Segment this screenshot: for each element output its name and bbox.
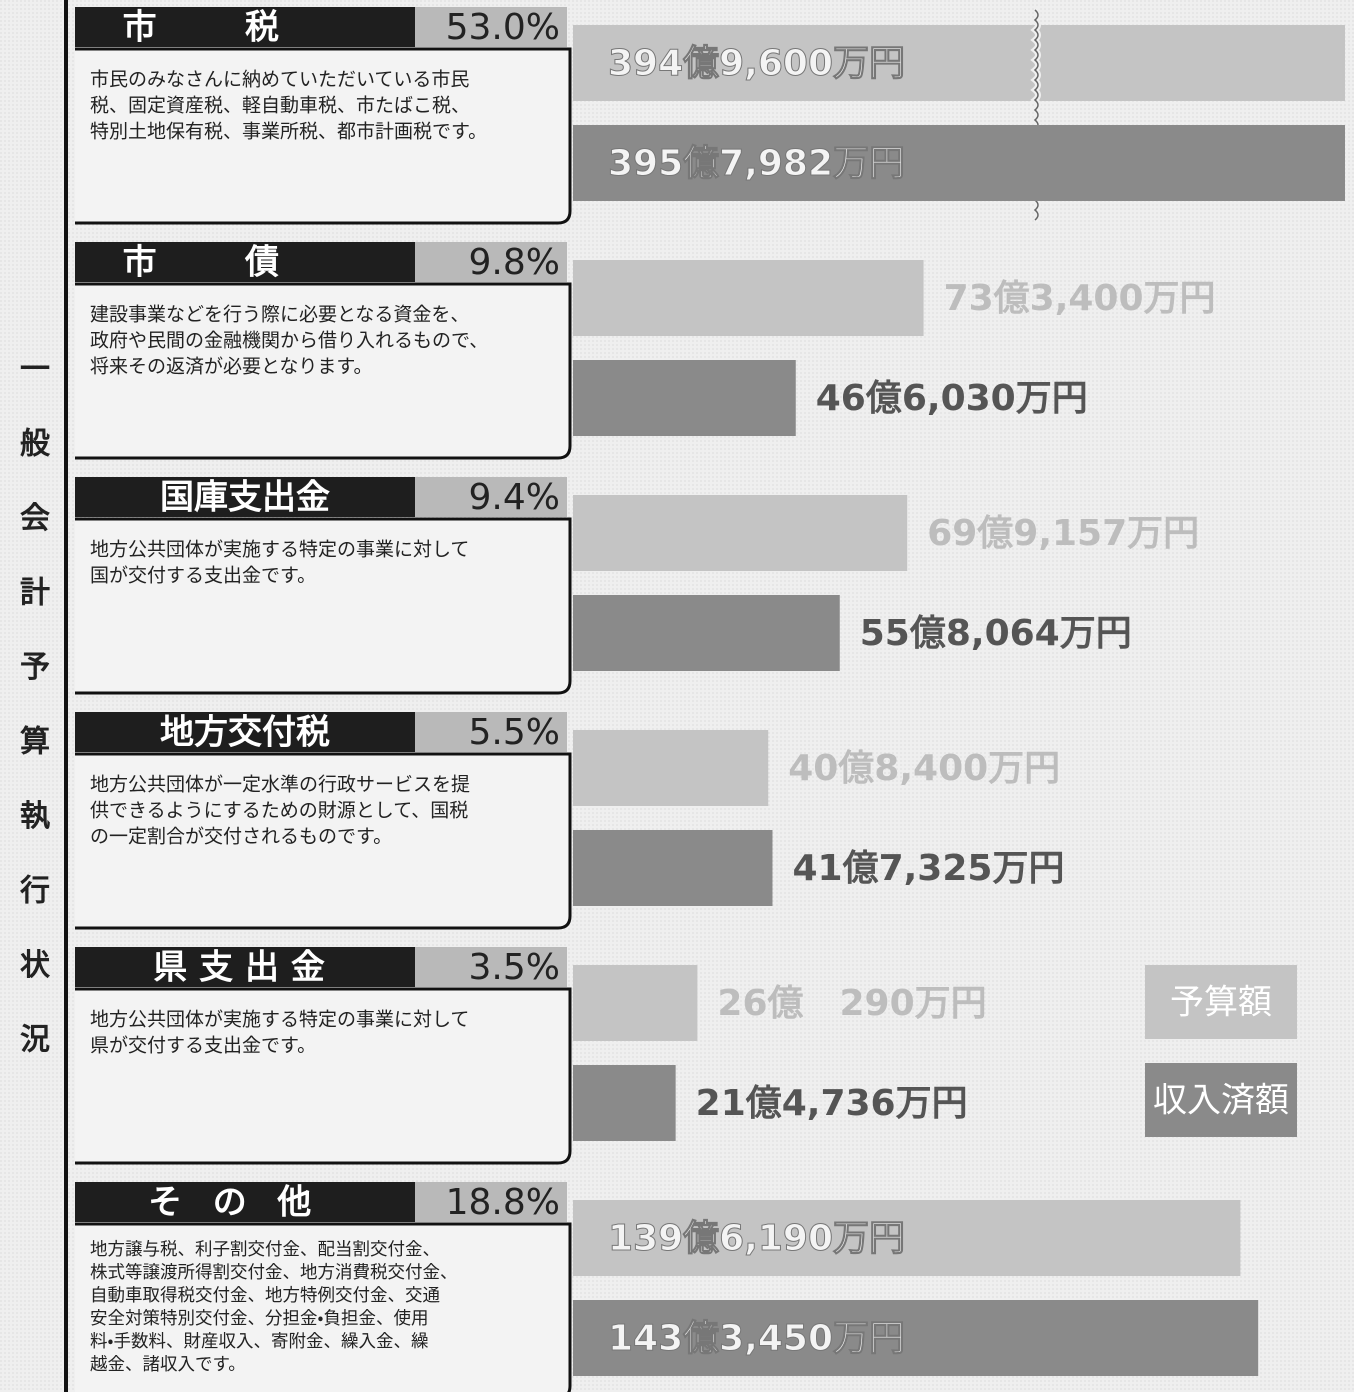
vertical-title: 一般会計予算執行状況 (19, 352, 51, 1058)
value-label: 21億4,736万円 (696, 1083, 968, 1124)
description-line: 国が交付する支出金です。 (90, 565, 316, 587)
value-label: 46億6,030万円 (816, 378, 1088, 419)
description-line: 税、固定資産税、軽自動車税、市たばこ税、 (90, 95, 470, 117)
description-box (75, 987, 572, 1165)
legend-swatch (1145, 965, 1297, 1039)
description-line: 地方公共団体が実施する特定の事業に対して (90, 1009, 469, 1031)
value-label: 73億3,400万円 (944, 278, 1216, 319)
bar (573, 495, 908, 571)
description-line: 政府や民間の金融機関から借り入れるもので、 (90, 330, 488, 352)
bar (573, 1065, 676, 1141)
category-header (75, 947, 415, 987)
bar (573, 360, 796, 436)
description-line: 地方譲与税、利子割交付金、配当割交付金、 (90, 1240, 440, 1260)
share-box (415, 242, 567, 282)
value-label: 40億8,400万円 (788, 748, 1060, 789)
category-name: 国庫支出金 (160, 478, 330, 518)
value-label: 26億 290万円 (717, 983, 986, 1024)
description-line: 安全対策特別交付金、分担金・負担金、使用 (90, 1308, 428, 1329)
description-box (75, 47, 572, 225)
value-label: 41億7,325万円 (792, 848, 1064, 889)
category-name: 市税 (123, 8, 368, 48)
share-box (415, 947, 567, 987)
bar (573, 965, 698, 1041)
description-line: 市民のみなさんに納めていただいている市民 (90, 69, 469, 91)
value-label: 394億9,600万円 (608, 43, 905, 84)
share-label: 9.4% (469, 477, 560, 518)
category-name: 県支出金 (153, 948, 337, 988)
description-box (75, 1222, 572, 1392)
value-label: 55億8,064万円 (860, 613, 1132, 654)
description-box (75, 752, 572, 930)
description-line: の一定割合が交付されるものです。 (90, 826, 392, 848)
legend-label: 予算額 (1170, 983, 1272, 1023)
bar (573, 125, 1345, 201)
description-line: 建設事業などを行う際に必要となる資金を、 (90, 304, 469, 326)
bar (573, 260, 924, 336)
value-label: 143億3,450万円 (608, 1318, 905, 1359)
description-line: 地方公共団体が実施する特定の事業に対して (90, 539, 469, 561)
description-box (75, 282, 572, 460)
category-header (75, 477, 415, 517)
description-line: 供できるようにするための財源として、国税 (90, 800, 468, 822)
category-name: その他 (148, 1183, 342, 1223)
description-line: 自動車取得税交付金、地方特例交付金、交通 (90, 1286, 440, 1306)
bar (573, 1300, 1259, 1376)
bar (573, 730, 769, 806)
share-box (415, 7, 567, 47)
description-line: 将来その返済が必要となります。 (90, 356, 373, 378)
bar (573, 830, 773, 906)
bar (573, 595, 840, 671)
share-box (415, 1182, 567, 1222)
bar (573, 1200, 1241, 1276)
category-header (75, 1182, 415, 1222)
category-name: 地方交付税 (160, 713, 330, 753)
description-line: 県が交付する支出金です。 (90, 1035, 316, 1057)
share-box (415, 477, 567, 517)
bar (573, 25, 1345, 101)
share-label: 3.5% (469, 947, 560, 988)
share-label: 5.5% (469, 712, 560, 753)
legend-swatch (1145, 1063, 1297, 1137)
description-line: 地方公共団体が一定水準の行政サービスを提 (90, 774, 470, 796)
category-header (75, 242, 415, 282)
value-label: 139億6,190万円 (608, 1218, 905, 1259)
category-header (75, 712, 415, 752)
share-label: 18.8% (446, 1182, 560, 1223)
value-label: 69億9,157万円 (927, 513, 1199, 554)
share-label: 53.0% (446, 7, 560, 48)
legend-label: 収入済額 (1153, 1081, 1289, 1121)
share-label: 9.8% (469, 242, 560, 283)
description-line: 料・手数料、財産収入、寄附金、繰入金、繰 (90, 1332, 428, 1352)
vertical-title-text: 一般会計予算執行状況 (19, 352, 51, 1058)
description-box (75, 517, 572, 695)
value-label: 395億7,982万円 (608, 143, 905, 184)
description-line: 越金、諸収入です。 (90, 1355, 246, 1375)
category-name: 市債 (123, 243, 368, 283)
description-line: 特別土地保有税、事業所税、都市計画税です。 (90, 121, 487, 143)
description-line: 株式等譲渡所得割交付金、地方消費税交付金、 (90, 1263, 458, 1283)
share-box (415, 712, 567, 752)
category-header (75, 7, 415, 47)
